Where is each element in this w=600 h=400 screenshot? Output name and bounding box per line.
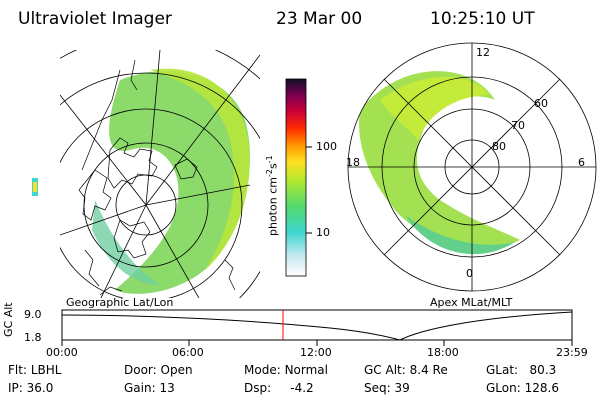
date-label: 23 Mar 00 bbox=[276, 9, 363, 29]
glat-field: GLat: 80.3 bbox=[486, 363, 557, 377]
left-panel-caption: Geographic Lat/Lon bbox=[66, 296, 174, 309]
apex-grid bbox=[347, 42, 597, 292]
altitude-ylabel: GC Alt bbox=[2, 302, 15, 337]
apex-image bbox=[359, 71, 520, 255]
ip-field: IP: 36.0 bbox=[8, 381, 54, 395]
time-tick-2: 12:00 bbox=[300, 346, 332, 359]
colorbar-label: photon cm-2s-1 bbox=[265, 155, 280, 236]
time-tick-0: 00:00 bbox=[46, 346, 78, 359]
altitude-ytick-max: 9.0 bbox=[24, 308, 42, 321]
colorbar-tick-100: 100 bbox=[316, 140, 337, 153]
door-field: Door: Open bbox=[124, 363, 193, 377]
colorbar bbox=[285, 78, 307, 277]
altitude-ytick-min: 1.8 bbox=[24, 331, 42, 344]
dsp-field: Dsp: -4.2 bbox=[244, 381, 314, 395]
time-tick-4: 23:59 bbox=[556, 346, 588, 359]
lat-label-60: 60 bbox=[534, 97, 548, 110]
mlt-label-6: 6 bbox=[578, 156, 585, 169]
gc-alt-field: GC Alt: 8.4 Re bbox=[364, 363, 448, 377]
mlt-label-0: 0 bbox=[466, 267, 473, 280]
colorbar-tick-10: 10 bbox=[316, 226, 330, 239]
lat-label-80: 80 bbox=[492, 140, 506, 153]
filter-field: Flt: LBHL bbox=[8, 363, 62, 377]
geographic-image bbox=[60, 50, 260, 298]
mlt-label-18: 18 bbox=[346, 156, 360, 169]
time-tick-3: 18:00 bbox=[427, 346, 459, 359]
glon-field: GLon: 128.6 bbox=[486, 381, 559, 395]
mlt-label-12: 12 bbox=[476, 46, 490, 59]
app-title: Ultraviolet Imager bbox=[18, 9, 172, 29]
seq-field: Seq: 39 bbox=[364, 381, 410, 395]
aurora-emission-left bbox=[109, 71, 250, 294]
mode-field: Mode: Normal bbox=[244, 363, 328, 377]
altitude-plot bbox=[61, 309, 573, 341]
gain-field: Gain: 13 bbox=[124, 381, 175, 395]
altitude-curve bbox=[61, 311, 573, 341]
time-tick-1: 06:00 bbox=[172, 346, 204, 359]
right-panel-caption: Apex MLat/MLT bbox=[430, 296, 513, 309]
lat-label-70: 70 bbox=[511, 119, 525, 132]
time-label: 10:25:10 UT bbox=[430, 9, 535, 29]
